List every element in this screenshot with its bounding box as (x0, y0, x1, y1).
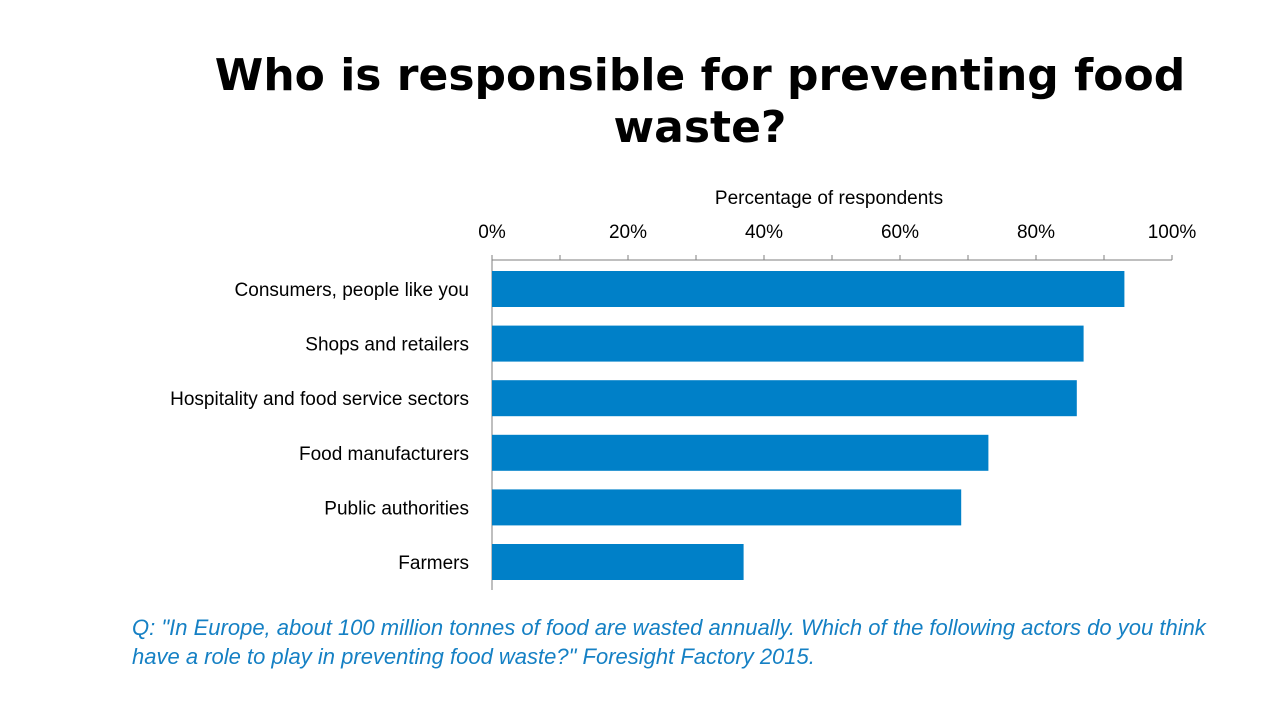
x-tick-label: 0% (478, 222, 506, 243)
category-label: Farmers (398, 553, 469, 574)
x-axis-label: Percentage of respondents (715, 188, 943, 209)
category-label: Food manufacturers (299, 444, 469, 465)
bar (492, 434, 989, 471)
x-tick-label: 20% (609, 222, 647, 243)
bar (492, 489, 962, 526)
chart-title: Who is responsible for preventing food w… (214, 50, 1186, 153)
category-label: Hospitality and food service sectors (170, 389, 469, 410)
x-tick-label: 100% (1148, 222, 1197, 243)
bar (492, 544, 744, 580)
x-axis-ticks: 0% 20% 40% 60% 80% 100% (478, 222, 1196, 590)
category-labels: Consumers, people like you Shops and reta… (170, 280, 469, 574)
bar (492, 271, 1125, 307)
bar (492, 325, 1084, 362)
bars-group (492, 271, 1125, 580)
category-label: Public authorities (324, 498, 469, 519)
category-label: Shops and retailers (305, 335, 469, 356)
x-tick-label: 40% (745, 222, 783, 243)
category-label: Consumers, people like you (235, 280, 469, 301)
x-tick-label: 60% (881, 222, 919, 243)
bar (492, 380, 1077, 417)
survey-caption: Q: "In Europe, about 100 million tonnes … (132, 615, 1206, 669)
x-tick-label: 80% (1017, 222, 1055, 243)
